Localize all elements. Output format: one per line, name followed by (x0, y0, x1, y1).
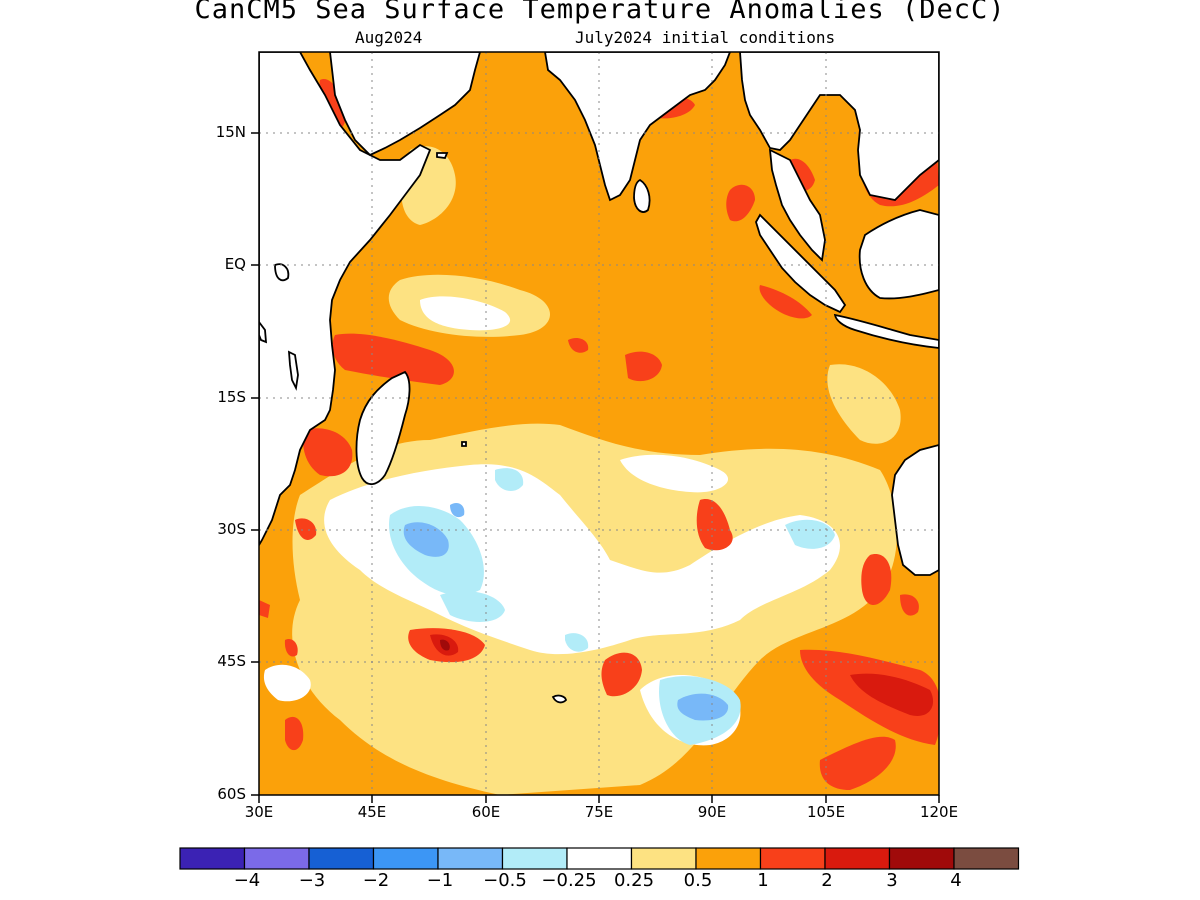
field-red-3 (625, 351, 662, 382)
colorbar-label: −2 (362, 870, 390, 891)
lon-label: 30E (244, 803, 274, 821)
land-mauritius (461, 441, 467, 447)
lat-label: 60S (217, 785, 246, 803)
colorbar-label: −1 (426, 870, 454, 891)
lon-label: 45E (357, 803, 387, 821)
field-red-12 (900, 594, 919, 616)
land-sumatra (755, 213, 847, 314)
land-socotra (436, 152, 449, 159)
land-borneo (858, 209, 939, 300)
lon-label: 105E (806, 803, 846, 821)
field-red-19 (284, 639, 298, 657)
land-kerguelen (551, 694, 567, 704)
field-red-18 (295, 518, 317, 540)
field-white-east (620, 454, 729, 493)
colorbar-label: 2 (821, 870, 833, 891)
colorbar-label: 3 (886, 870, 898, 891)
lat-label: 45S (217, 652, 246, 670)
lon-label: 120E (919, 803, 959, 821)
lat-label: 15S (217, 388, 246, 406)
colorbar-swatch (437, 847, 504, 870)
field-white-mid (420, 296, 511, 331)
land-madagascar (355, 370, 411, 485)
field-lightblue-2 (440, 590, 505, 622)
field-blue-2 (677, 693, 729, 721)
field-red-7 (601, 652, 642, 697)
lon-label: 75E (584, 803, 614, 821)
forecast-month: Aug2024 (355, 28, 423, 47)
land-indochina (739, 52, 939, 201)
field-white-sw (263, 664, 311, 702)
colorbar-swatch (695, 847, 762, 870)
field-darkred-1 (850, 673, 934, 716)
chart-title: CanCM5 Sea Surface Temperature Anomalies… (194, 0, 1006, 25)
colorbar-swatch (953, 847, 1020, 870)
field-lightblue-4 (785, 519, 835, 549)
colorbar-swatch (179, 847, 246, 870)
field-red-14 (726, 184, 755, 222)
colorbar-label: 1 (757, 870, 769, 891)
colorbar-label: −4 (233, 870, 261, 891)
land-arabia (329, 52, 481, 157)
lat-label: 15N (215, 123, 246, 141)
colorbar-label: 0.25 (613, 870, 655, 891)
land-srilanka (633, 178, 651, 213)
land-lake-tanganyika (259, 320, 268, 344)
field-blue-1 (403, 522, 449, 557)
colorbar-swatch (372, 847, 439, 870)
field-red-21 (259, 600, 270, 618)
field-lightblue-5 (495, 468, 524, 492)
field-red-13 (759, 285, 812, 319)
colorbar-swatch (630, 847, 697, 870)
lat-label: EQ (224, 255, 246, 273)
field-lightblue-6 (565, 633, 589, 652)
colorbar-swatch (566, 847, 633, 870)
field-red-9 (819, 736, 896, 790)
field-red-11 (861, 554, 892, 605)
field-darkred-3 (440, 639, 450, 651)
field-blue-3 (450, 503, 465, 518)
colorbar-swatch (501, 847, 568, 870)
colorbar-swatch (759, 847, 826, 870)
field-red-1 (332, 333, 454, 385)
field-red-2 (303, 428, 353, 477)
landmasses (259, 52, 939, 704)
field-red-10 (285, 716, 304, 751)
colorbar-label: −0.5 (483, 870, 527, 891)
colorbar-swatch (308, 847, 375, 870)
lat-label: 30S (217, 520, 246, 538)
lon-label: 90E (697, 803, 727, 821)
colorbar-label: 0.5 (683, 870, 713, 891)
colorbar-label: −0.25 (541, 870, 597, 891)
field-red-8 (800, 649, 939, 745)
field-red-4 (568, 338, 589, 353)
colorbar-swatch (888, 847, 955, 870)
land-india (544, 52, 731, 202)
grid-lines (259, 52, 939, 795)
field-red-20 (319, 79, 346, 130)
colorbar-swatch (243, 847, 310, 870)
field-yellow-east (827, 364, 901, 444)
colorbar-swatch (824, 847, 891, 870)
land-australia (891, 444, 939, 576)
land-africa (259, 52, 432, 547)
field-red-5 (696, 499, 733, 551)
colorbar-label: 4 (950, 870, 962, 891)
land-malay (768, 148, 826, 262)
lon-label: 60E (471, 803, 501, 821)
land-java (833, 313, 939, 349)
axis-ticks (251, 132, 940, 803)
colorbar-label: −3 (298, 870, 326, 891)
land-lake-malawi (287, 350, 299, 391)
initial-conditions: July2024 initial conditions (575, 28, 836, 47)
